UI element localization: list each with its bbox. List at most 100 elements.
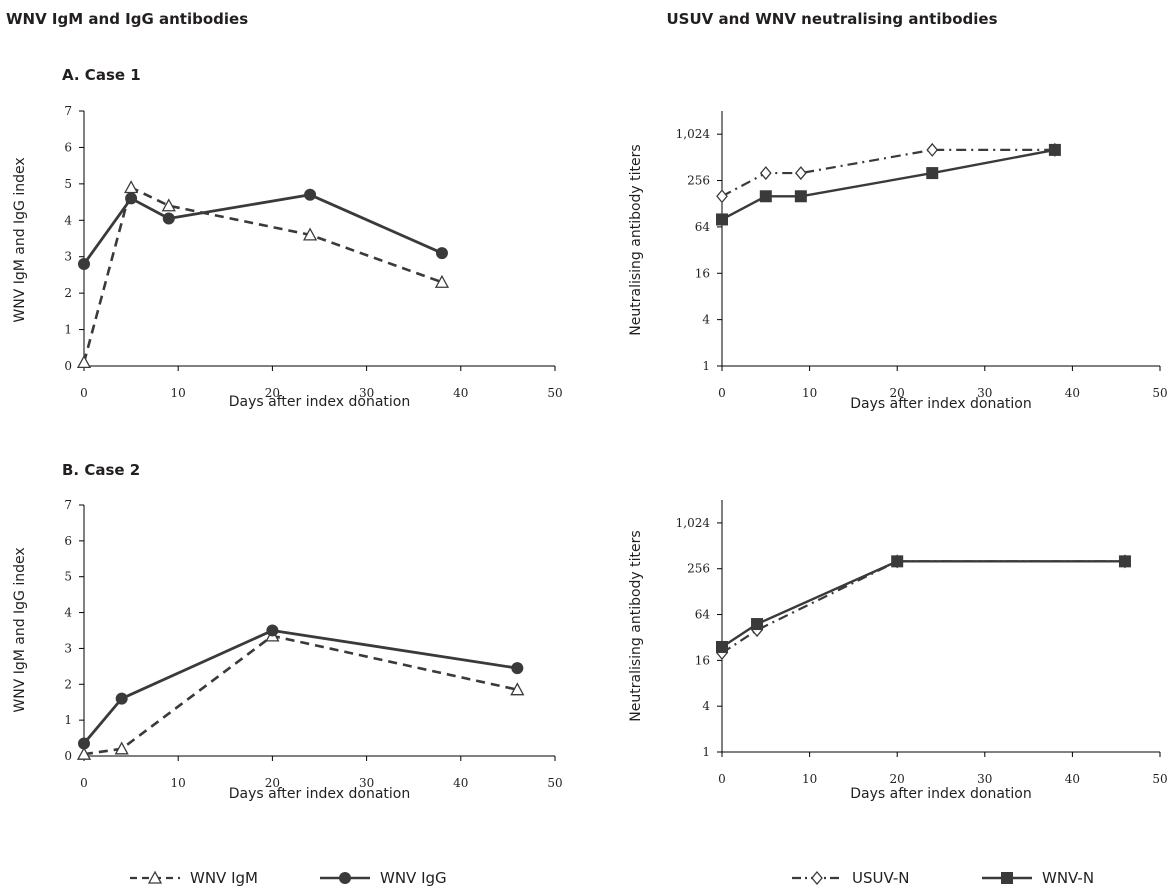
x-tick-label: 40	[453, 386, 468, 400]
legend-label-usuv-n: USUV-N	[852, 869, 910, 887]
data-point-wnv-igg	[266, 624, 279, 637]
y-tick-label: 7	[64, 498, 72, 512]
chart-case1-igm-igg: 0 10 20 30 40 50 0 1 2 3 4 5 6 7 Days after index dona…	[12, 104, 563, 410]
y-tick-label: 0	[64, 359, 72, 373]
y-tick-label: 16	[695, 653, 710, 667]
data-point-wnv-igm	[161, 198, 176, 212]
data-point-wnv-igm	[76, 354, 92, 369]
data-point-wnv-igg	[125, 192, 138, 205]
y-tick-label: 64	[695, 220, 711, 234]
legend-right: USUV-N WNV-N	[792, 869, 1094, 887]
y-tick-label: 1,024	[676, 127, 711, 141]
panel-label-case-2: B. Case 2	[62, 461, 140, 479]
y-tick-label: 256	[687, 562, 710, 576]
series-line-wnv-igg	[82, 193, 443, 265]
y-tick-label: 6	[64, 534, 72, 548]
x-tick-label: 50	[1152, 772, 1167, 786]
x-tick-label: 10	[171, 386, 186, 400]
legend-marker-wnv-n	[1001, 872, 1013, 884]
x-tick-label: 0	[718, 772, 726, 786]
x-tick-label: 10	[171, 776, 186, 790]
x-tick-label: 10	[802, 386, 817, 400]
x-axis-title: Days after index donation	[229, 394, 410, 410]
legend-marker-usuv-n	[811, 870, 823, 886]
y-tick-label: 1	[702, 359, 710, 373]
x-tick-label: 30	[977, 772, 992, 786]
x-tick-label: 10	[802, 772, 817, 786]
data-point-wnv-igg	[435, 247, 448, 260]
data-point-wnv-n	[751, 618, 764, 631]
y-tick-label: 16	[695, 266, 710, 280]
x-tick-label: 20	[265, 776, 280, 790]
x-tick-label: 40	[1065, 772, 1080, 786]
legend-marker-wnv-igg	[339, 872, 351, 884]
legend-label-wnv-igg: WNV IgG	[380, 869, 447, 887]
y-axis-title: WNV IgM and IgG index	[12, 157, 28, 322]
left-column-heading: WNV IgM and IgG antibodies	[6, 10, 248, 28]
y-axis-title: WNV IgM and IgG index	[12, 547, 28, 712]
chart-case2-neutralising: 0 10 20 30 40 50 1 4 16 64 256 1,024 Days after inde…	[628, 500, 1168, 802]
y-tick-label: 2	[64, 677, 72, 691]
data-point-wnv-igm	[114, 741, 129, 755]
y-tick-label: 1	[64, 323, 72, 337]
x-tick-label: 50	[547, 776, 562, 790]
data-point-wnv-igm	[76, 746, 92, 760]
x-tick-label: 0	[80, 386, 88, 400]
legend-left: WNV IgM WNV IgG	[130, 869, 447, 887]
x-tick-label: 50	[1152, 386, 1167, 400]
y-tick-label: 64	[695, 608, 711, 622]
y-tick-label: 4	[702, 699, 710, 713]
legend-label-wnv-igm: WNV IgM	[190, 869, 258, 887]
data-point-wnv-n	[716, 640, 728, 653]
x-tick-label: 40	[453, 776, 468, 790]
series-line-wnv-n	[721, 148, 1056, 221]
y-tick-label: 4	[64, 213, 72, 227]
x-axis-title: Days after index donation	[850, 396, 1031, 412]
y-tick-label: 0	[64, 749, 72, 763]
y-tick-label: 3	[64, 641, 72, 655]
data-point-usuv-n	[759, 166, 772, 181]
data-point-usuv-n	[716, 189, 728, 204]
panel-label-case-1: A. Case 1	[62, 66, 141, 84]
y-tick-label: 1	[702, 745, 710, 759]
x-tick-label: 20	[890, 386, 905, 400]
chart-case1-neutralising: 0 10 20 30 40 50 1 4 16 64 256 1,024 Days after inde…	[628, 111, 1168, 412]
series-line-wnv-n	[721, 560, 1125, 648]
y-tick-label: 5	[64, 570, 72, 584]
data-point-wnv-igg	[115, 692, 128, 705]
series-line-wnv-igg	[82, 629, 518, 745]
x-axis-title: Days after index donation	[850, 786, 1031, 802]
data-point-wnv-igm	[434, 274, 450, 288]
x-tick-label: 20	[265, 386, 280, 400]
x-tick-label: 0	[80, 776, 88, 790]
x-tick-label: 0	[718, 386, 726, 400]
legend-marker-wnv-igm	[147, 870, 163, 884]
data-point-wnv-igm	[302, 227, 318, 241]
x-tick-label: 50	[547, 386, 562, 400]
series-line-wnv-igm	[82, 186, 443, 363]
x-tick-label: 30	[359, 776, 374, 790]
y-tick-label: 3	[64, 250, 72, 264]
y-tick-label: 4	[702, 313, 710, 327]
y-tick-label: 4	[64, 606, 72, 620]
data-point-wnv-n	[1118, 555, 1131, 568]
data-point-wnv-n	[926, 167, 939, 180]
y-tick-label: 256	[687, 174, 710, 188]
series-line-usuv-n	[721, 148, 1055, 198]
x-tick-label: 20	[890, 772, 905, 786]
y-tick-label: 5	[64, 177, 72, 191]
data-point-wnv-n	[716, 213, 728, 226]
data-point-wnv-igm	[510, 682, 525, 696]
x-tick-label: 30	[977, 386, 992, 400]
y-axis-title: Neutralising antibody titers	[628, 144, 644, 335]
data-point-wnv-n	[794, 190, 807, 203]
chart-case2-igm-igg: 0 10 20 30 40 50 0 1 2 3 4 5 6 7 Days after index dona…	[12, 498, 563, 802]
y-axis-title: Neutralising antibody titers	[628, 530, 644, 721]
x-tick-label: 30	[359, 386, 374, 400]
data-point-wnv-igm	[124, 180, 139, 194]
data-point-wnv-n	[1048, 143, 1061, 156]
y-tick-label: 2	[64, 286, 72, 300]
x-axis-title: Days after index donation	[229, 786, 410, 802]
